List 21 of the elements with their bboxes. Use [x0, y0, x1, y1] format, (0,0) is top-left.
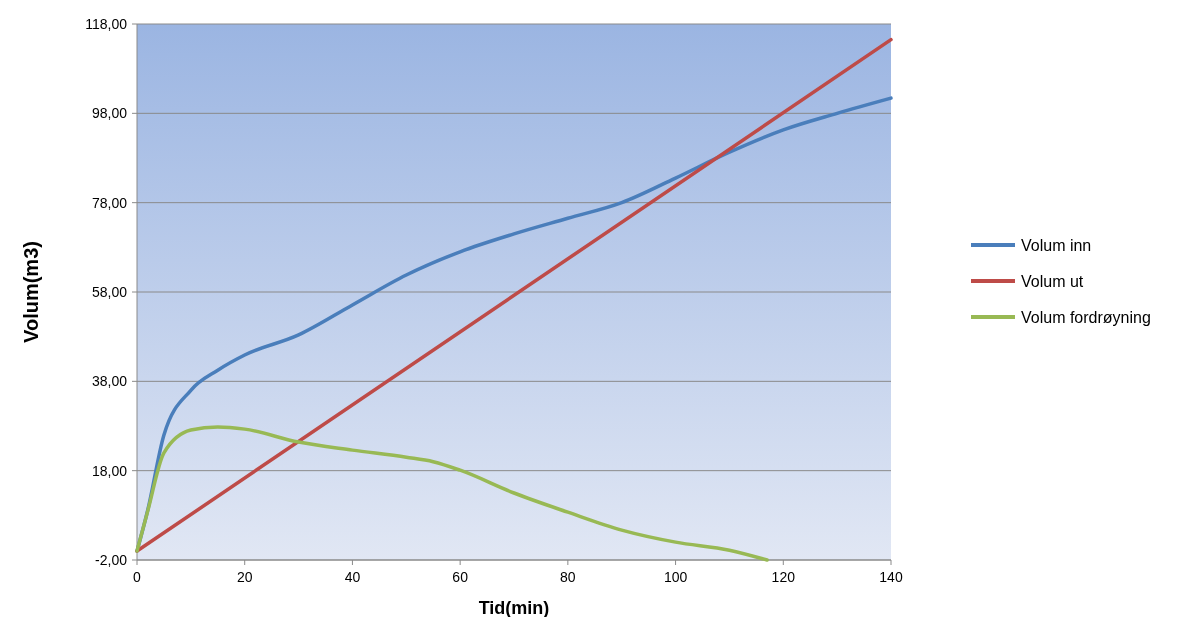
legend-label: Volum inn [1021, 236, 1092, 254]
y-tick-label: -2,00 [95, 551, 128, 568]
y-axis-title: Volum(m3) [20, 241, 42, 343]
x-tick-label: 0 [133, 569, 142, 585]
x-tick-label: 100 [663, 569, 688, 585]
x-tick-label: 80 [560, 569, 576, 585]
line-series [135, 425, 769, 562]
y-tick-label: 58,00 [91, 283, 128, 300]
x-tick-label: 140 [879, 569, 903, 585]
y-tick-label: 98,00 [91, 105, 128, 122]
legend-label: Volum ut [1021, 272, 1084, 290]
y-tick-label: 118,00 [85, 15, 128, 32]
x-axis-title: Tid(min) [478, 598, 550, 617]
y-tick-label: 78,00 [91, 194, 128, 211]
x-tick-label: 20 [236, 569, 253, 585]
y-tick-label: 38,00 [91, 373, 128, 390]
x-tick-label: 40 [344, 569, 361, 585]
x-tick-label: 120 [771, 569, 796, 585]
legend-label: Volum fordrøyning [1021, 308, 1151, 326]
y-tick-label: 18,00 [91, 462, 128, 479]
x-tick-label: 60 [452, 569, 469, 585]
